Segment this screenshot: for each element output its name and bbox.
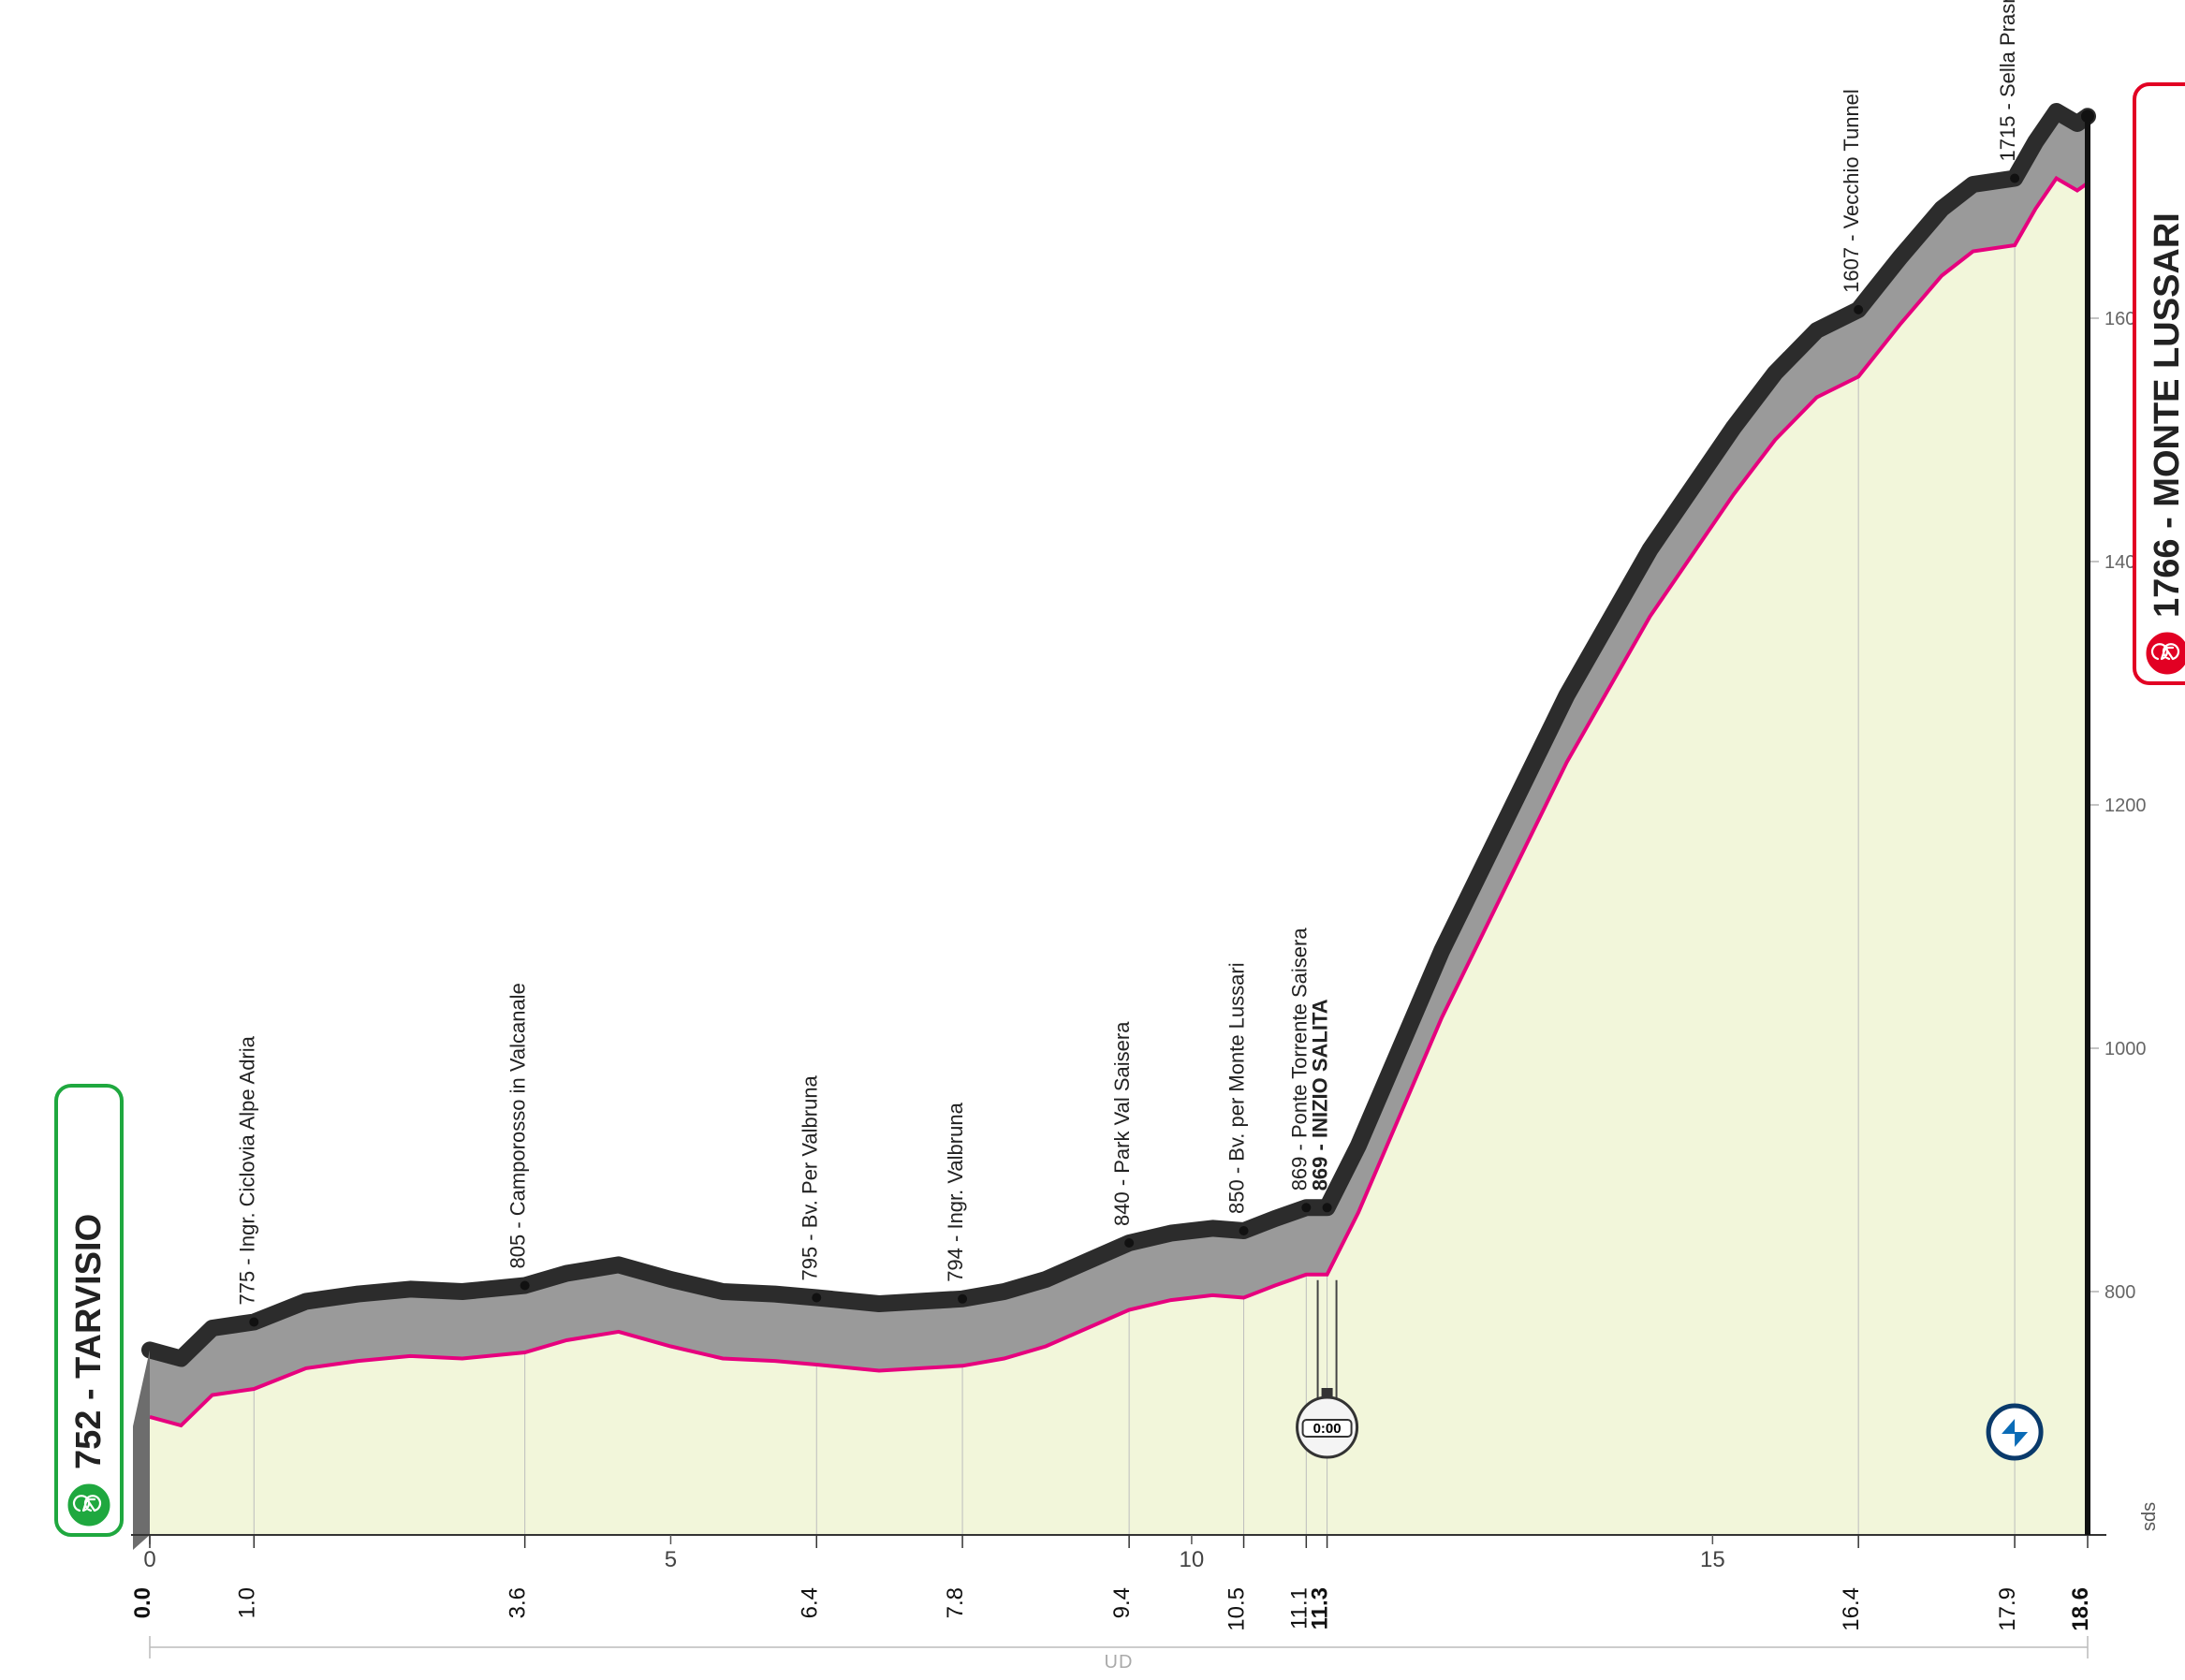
waypoint-dot [1301,1203,1311,1212]
province-label: UD [1105,1652,1134,1673]
finish-dot [2081,110,2094,123]
waypoint-dot [2010,174,2019,183]
km-label: 11.3 [1308,1587,1333,1629]
km-label: 16.4 [1839,1587,1864,1631]
waypoint-dot [1854,305,1863,314]
km-label: 7.8 [943,1587,968,1618]
waypoint-label: 840 - Park Val Saisera [1110,1021,1134,1226]
x-tick-label: 0 [143,1547,155,1572]
x-tick-label: 15 [1700,1547,1725,1572]
waypoint-dot [1239,1226,1249,1235]
km-label: 18.6 [2068,1587,2093,1631]
waypoint-dot [249,1318,258,1327]
waypoint-label: 850 - Bv. per Monte Lussari [1225,962,1249,1214]
waypoint-label: 869 - Ponte Torrente Saisera [1287,928,1311,1191]
x-tick-label: 10 [1180,1547,1205,1572]
km-label: 9.4 [1109,1587,1135,1618]
waypoint-dot [958,1294,967,1304]
y-tick-label: 800 [2104,1282,2135,1303]
y-tick-label: 1000 [2104,1039,2147,1059]
km-label: 1.0 [234,1587,259,1618]
y-tick-label: 1200 [2104,796,2147,816]
waypoint-label: 869 - INIZIO SALITA [1309,999,1332,1191]
waypoint-label: 775 - Ingr. Ciclovia Alpe Adria [235,1035,258,1305]
km-label: 6.4 [797,1587,822,1618]
km-label: 3.6 [506,1587,531,1618]
chart-svg: 05101580010001200140016000.01.03.66.47.8… [0,0,2185,1680]
waypoint-label: 795 - Bv. Per Valbruna [798,1074,821,1280]
finish-banner-label: 1766 - MONTE LUSSARI [2148,212,2185,618]
waypoint-dot [812,1293,821,1303]
stopwatch-label: 0:00 [1313,1421,1342,1437]
elevation-profile-chart: 05101580010001200140016000.01.03.66.47.8… [0,0,2185,1680]
waypoint-dot [1124,1238,1134,1248]
km-label: 0.0 [130,1587,155,1618]
waypoint-label: 1607 - Vecchio Tunnel [1840,89,1863,293]
km-label: 10.5 [1224,1587,1250,1631]
x-tick-label: 5 [665,1547,677,1572]
waypoint-label: 805 - Camporosso in Valcanale [506,983,530,1268]
waypoint-label: 794 - Ingr. Valbruna [944,1102,967,1281]
km-label: 17.9 [1995,1587,2020,1631]
waypoint-dot [521,1281,530,1291]
waypoint-label: 1715 - Sella Prasnig [1996,0,2019,162]
sds-label: sds [2139,1502,2160,1531]
waypoint-dot [1323,1203,1332,1212]
start-banner-label: 752 - TARVISIO [69,1214,109,1469]
